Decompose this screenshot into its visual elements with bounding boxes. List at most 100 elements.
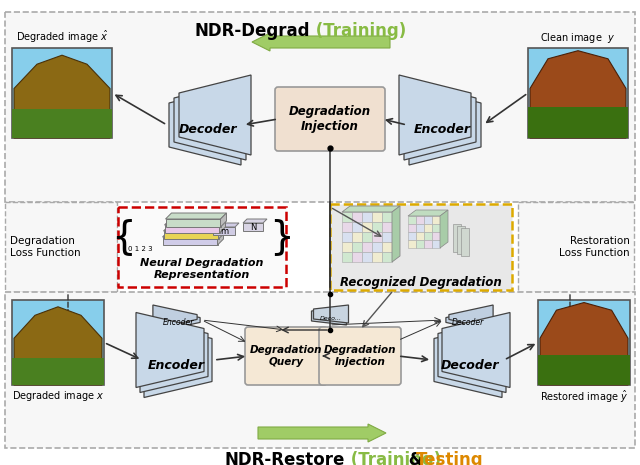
Text: &: & [403,451,429,465]
Bar [382,222,392,232]
Bar [538,355,630,385]
Polygon shape [446,308,490,332]
Bar [382,252,392,262]
Polygon shape [342,206,400,212]
Polygon shape [442,312,510,387]
Bar [5,12,635,202]
Polygon shape [166,219,221,227]
FancyBboxPatch shape [275,87,385,151]
Text: Neural Degradation
Representation: Neural Degradation Representation [140,258,264,280]
Bar [408,232,416,240]
Text: Degradation
Loss Function: Degradation Loss Function [10,236,81,258]
Text: Encoder: Encoder [413,122,470,135]
Bar [424,240,432,248]
FancyBboxPatch shape [319,327,401,385]
Bar [342,232,352,242]
Polygon shape [163,231,223,237]
Bar [432,224,440,232]
Text: Restoration
Loss Function: Restoration Loss Function [559,236,630,258]
Bar [432,232,440,240]
Polygon shape [440,210,448,248]
Bar [528,48,628,138]
Polygon shape [221,213,227,227]
Polygon shape [164,219,225,225]
Bar [538,300,630,385]
Bar [362,232,372,242]
Polygon shape [438,318,506,392]
Polygon shape [312,307,346,325]
Text: (Training): (Training) [310,22,406,40]
Polygon shape [153,305,197,329]
Bar [424,224,432,232]
Text: Decoder: Decoder [441,359,499,372]
Text: Deco...: Deco... [320,315,342,320]
Polygon shape [174,80,246,160]
Text: NDR-Restore: NDR-Restore [225,451,346,465]
Text: Encoder: Encoder [163,318,194,326]
Bar [408,216,416,224]
FancyBboxPatch shape [245,327,327,385]
Polygon shape [461,228,469,256]
Polygon shape [218,225,225,239]
Text: Degraded image $x$: Degraded image $x$ [12,389,104,403]
Bar [12,300,104,385]
Bar [416,232,424,240]
Text: Degradation
Injection: Degradation Injection [289,105,371,133]
Bar [12,109,112,138]
Polygon shape [453,224,461,252]
Bar [362,212,372,222]
Polygon shape [409,85,481,165]
Bar [382,232,392,242]
Text: Testing: Testing [416,451,484,465]
Polygon shape [140,318,208,392]
Bar [352,252,362,262]
Bar [352,212,362,222]
Text: (Training): (Training) [345,451,441,465]
Bar [342,222,352,232]
Bar [382,212,392,222]
Polygon shape [243,219,267,223]
Polygon shape [213,223,239,227]
Polygon shape [164,225,220,233]
Bar [362,252,372,262]
FancyArrow shape [252,33,390,51]
Polygon shape [540,303,628,385]
Polygon shape [408,210,448,216]
Polygon shape [434,323,502,398]
Bar [528,106,628,138]
Bar [5,202,117,292]
Polygon shape [449,305,493,329]
Bar [408,224,416,232]
Text: NDR-Degrad: NDR-Degrad [195,22,310,40]
Text: Recognized Degradation: Recognized Degradation [340,275,502,288]
Bar [382,242,392,252]
Bar [416,240,424,248]
Polygon shape [530,51,626,138]
Polygon shape [314,305,349,323]
Polygon shape [243,223,263,231]
Bar [5,292,635,448]
Polygon shape [166,213,227,219]
Polygon shape [163,231,218,239]
Bar [352,242,362,252]
Text: {: { [111,218,136,256]
Polygon shape [14,55,110,138]
Polygon shape [179,75,251,155]
Polygon shape [457,226,465,254]
Text: Decoder: Decoder [179,122,237,135]
Polygon shape [392,206,400,262]
Text: Degradation
Query: Degradation Query [250,345,323,367]
Bar [372,212,382,222]
Text: Encoder: Encoder [147,359,205,372]
Polygon shape [220,219,225,233]
Polygon shape [218,231,223,245]
Bar [372,252,382,262]
Text: Degraded image $\hat{x}$: Degraded image $\hat{x}$ [16,29,108,45]
FancyArrow shape [258,424,386,442]
Text: Decoder: Decoder [452,318,484,326]
Polygon shape [14,307,102,385]
Polygon shape [404,80,476,160]
Bar [342,212,352,222]
Polygon shape [169,85,241,165]
Polygon shape [399,75,471,155]
